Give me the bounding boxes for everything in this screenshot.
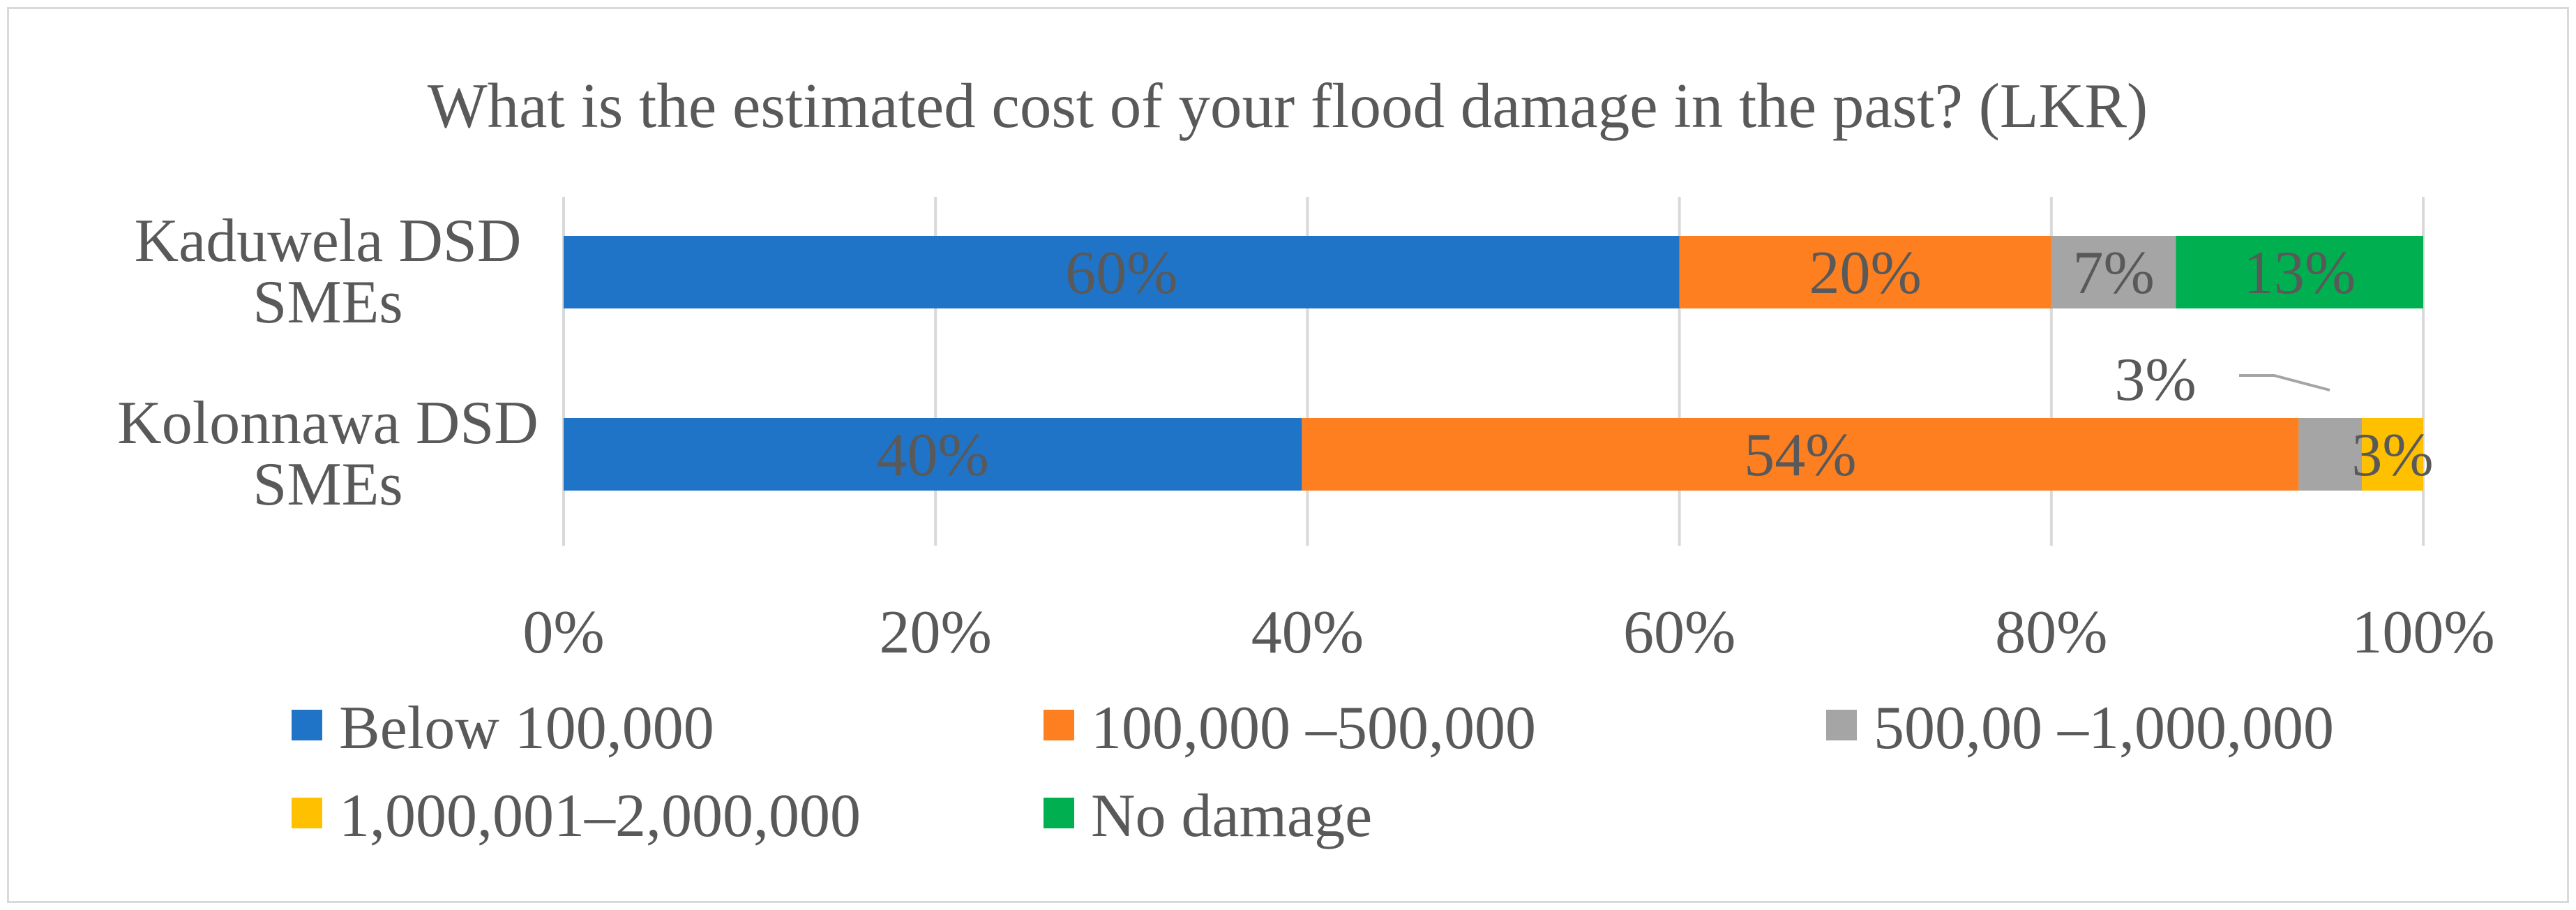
category-label: Kolonnawa DSD	[117, 389, 538, 457]
category-label: Kaduwela DSD	[135, 207, 522, 275]
legend-label: Below 100,000	[339, 694, 714, 762]
legend-item-1-000-001-2-000-000: 1,000,001–2,000,000	[292, 782, 861, 850]
legend-swatch-1-000-001-2-000-000	[292, 798, 322, 828]
bars	[564, 236, 2423, 491]
data-labels: 60% 20% 7% 13% 40% 54% 3% 3%	[877, 239, 2434, 489]
bar-500-00-1-000-000-1	[2051, 236, 2176, 308]
x-tick-label: 100%	[2351, 599, 2494, 666]
x-tick-label: 40%	[1251, 599, 1364, 666]
category-label: SMEs	[253, 269, 402, 336]
bar-below-100-000-1	[564, 236, 1680, 308]
legend-item-no-damage: No damage	[1044, 782, 1372, 850]
x-tick-label: 80%	[1995, 599, 2107, 666]
data-label: 40%	[877, 422, 989, 489]
data-label: 3%	[2114, 346, 2196, 414]
legend-swatch-500-00-1-000-000	[1826, 710, 1857, 740]
data-label: 3%	[2351, 422, 2433, 489]
legend-label: No damage	[1091, 782, 1372, 850]
legend-label: 1,000,001–2,000,000	[339, 782, 861, 850]
bar-100-000-5-00-000-2	[1302, 418, 2299, 491]
legend: Below 100,000 100,000 –5​00,000 500,00 –1,…	[292, 694, 2334, 850]
category-label: SMEs	[253, 451, 402, 519]
axes: 0% 20% 40% 60% 80% 100%Kaduwela DSDSMEsKolonn…	[117, 207, 2495, 666]
data-label: 13%	[2243, 239, 2356, 307]
legend-item-below-100-000: Below 100,000	[292, 694, 714, 762]
legend-swatch-no-damage	[1044, 798, 1074, 828]
legend-swatch-below-100-000	[292, 710, 322, 740]
legend-swatch-100-000-5-00-000	[1044, 710, 1074, 740]
data-label: 60%	[1065, 239, 1177, 307]
x-tick-label: 0%	[522, 599, 604, 666]
leader-line	[2239, 374, 2330, 391]
legend-label: 100,000 –5​00,000	[1091, 694, 1536, 762]
data-label: 7%	[2072, 239, 2154, 307]
bar-100-000-5-00-000-1	[1679, 236, 2051, 308]
bar-1-000-001-2-000-000-2	[2362, 418, 2423, 491]
bar-below-100-000-2	[564, 418, 1302, 491]
bar-no-damage-1	[2176, 236, 2423, 308]
chart-title: What is the estimated cost of your flood…	[428, 70, 2148, 141]
x-tick-label: 60%	[1623, 599, 1735, 666]
legend-item-100-000-5-00-000: 100,000 –5​00,000	[1044, 694, 1536, 762]
legend-label: 500,00 –1,000,000	[1874, 694, 2334, 762]
legend-item-500-00-1-000-000: 500,00 –1,000,000	[1826, 694, 2334, 762]
data-label: 20%	[1809, 239, 1922, 307]
bar-500-00-1-000-000-2	[2298, 418, 2363, 491]
data-label: 54%	[1744, 422, 1856, 489]
x-tick-label: 20%	[880, 599, 992, 666]
